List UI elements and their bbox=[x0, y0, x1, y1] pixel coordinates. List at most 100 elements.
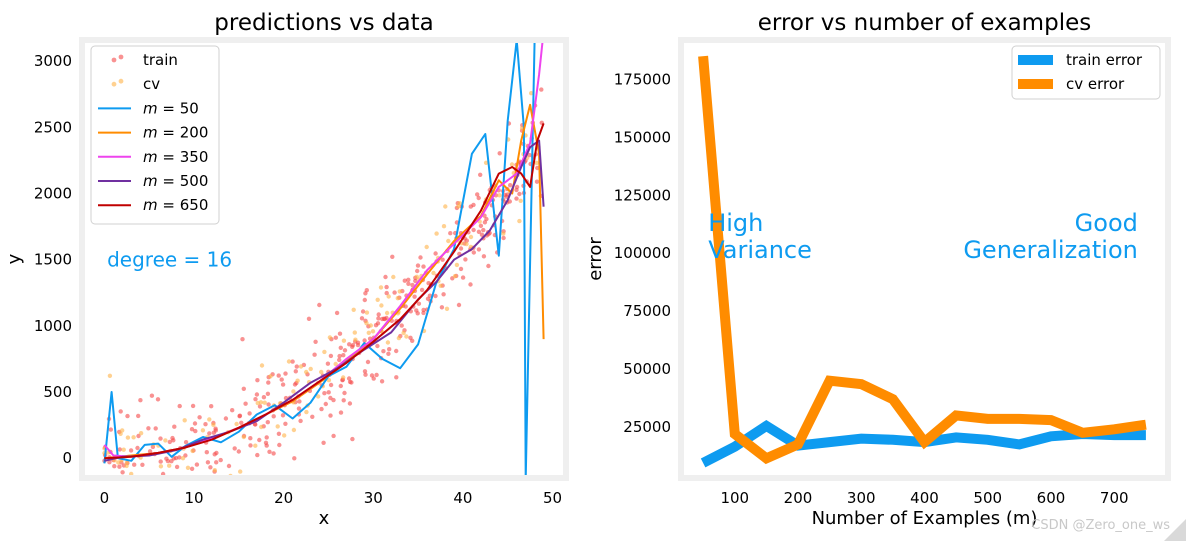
data-point-train bbox=[418, 255, 423, 260]
data-point-train bbox=[293, 369, 298, 374]
data-point-cv bbox=[255, 400, 260, 406]
data-point-cv bbox=[378, 285, 384, 290]
y-axis-label: y bbox=[4, 253, 25, 264]
data-point-train bbox=[170, 512, 174, 516]
data-point-cv bbox=[259, 363, 265, 368]
data-point-cv bbox=[341, 338, 347, 343]
data-point-train bbox=[331, 433, 336, 439]
data-point-train bbox=[160, 471, 166, 475]
data-point-train bbox=[298, 418, 303, 424]
data-point-cv bbox=[534, 160, 539, 166]
data-point-train bbox=[237, 413, 243, 418]
y-tick-label: 1500 bbox=[34, 251, 72, 269]
data-point-train bbox=[265, 391, 271, 396]
data-point-train bbox=[375, 343, 380, 349]
data-point-train bbox=[419, 287, 425, 293]
data-point-train bbox=[376, 316, 381, 321]
legend-label: m = 350 bbox=[143, 148, 208, 166]
data-point-train bbox=[328, 382, 334, 388]
data-point-cv bbox=[158, 464, 164, 469]
data-point-cv bbox=[391, 274, 396, 280]
data-point-train bbox=[226, 463, 232, 469]
y-tick-label: 500 bbox=[43, 383, 72, 401]
data-point-train bbox=[170, 435, 175, 441]
data-point-cv bbox=[366, 330, 371, 335]
data-point-train bbox=[441, 292, 446, 297]
data-point-cv bbox=[370, 329, 376, 334]
data-point-cv bbox=[319, 369, 324, 375]
series-line-cv-error bbox=[698, 55, 1147, 465]
data-point-cv bbox=[291, 427, 297, 433]
data-point-train bbox=[241, 386, 246, 391]
data-point-train bbox=[328, 395, 333, 401]
data-point-train bbox=[362, 369, 368, 374]
data-point-train bbox=[333, 335, 338, 340]
data-point-train bbox=[433, 251, 438, 256]
annotation-text: High bbox=[708, 209, 763, 237]
data-point-train bbox=[406, 281, 411, 286]
x-tick-label: 20 bbox=[274, 489, 293, 507]
data-point-train bbox=[128, 448, 134, 453]
data-point-cv bbox=[118, 431, 123, 436]
data-point-cv bbox=[212, 468, 217, 473]
data-point-train bbox=[283, 421, 288, 426]
data-point-train bbox=[189, 512, 193, 516]
data-point-cv bbox=[119, 482, 123, 486]
data-point-train bbox=[460, 275, 466, 280]
data-point-train bbox=[120, 470, 125, 475]
data-point-train bbox=[177, 455, 182, 460]
data-point-train bbox=[341, 353, 346, 358]
data-point-train bbox=[328, 353, 334, 359]
data-point-train bbox=[497, 151, 502, 156]
data-point-cv bbox=[397, 289, 402, 294]
data-point-train bbox=[406, 277, 411, 282]
data-point-cv bbox=[129, 471, 134, 475]
data-point-cv bbox=[464, 241, 469, 247]
predictions-chart: 0 10 20 30 40 50050010001500200025003000predi… bbox=[4, 10, 569, 529]
data-point-train bbox=[410, 338, 415, 343]
data-point-train bbox=[248, 443, 253, 448]
data-point-train bbox=[197, 415, 202, 420]
y-tick-label: 2000 bbox=[34, 184, 72, 202]
data-point-train bbox=[118, 409, 123, 414]
data-point-cv bbox=[238, 469, 243, 474]
data-point-train bbox=[322, 391, 327, 396]
data-point-train bbox=[362, 297, 367, 303]
data-point-train bbox=[200, 483, 204, 487]
data-point-train bbox=[365, 359, 371, 365]
data-point-cv bbox=[454, 262, 460, 268]
y-tick-label: 2500 bbox=[34, 118, 72, 136]
data-point-cv bbox=[200, 428, 206, 433]
data-point-cv bbox=[234, 421, 239, 427]
data-point-cv bbox=[404, 334, 409, 339]
data-point-cv bbox=[125, 435, 131, 440]
data-point-train bbox=[146, 426, 151, 431]
data-point-train bbox=[376, 312, 381, 317]
data-point-train bbox=[294, 364, 299, 369]
data-point-train bbox=[415, 263, 421, 268]
data-point-train bbox=[205, 460, 211, 465]
data-point-train bbox=[189, 466, 195, 471]
data-point-train bbox=[195, 482, 199, 486]
data-point-train bbox=[266, 402, 271, 407]
data-point-cv bbox=[146, 501, 150, 505]
x-tick-label: 10 bbox=[184, 489, 203, 507]
y-tick-label: 150000 bbox=[614, 128, 671, 146]
x-tick-label: 30 bbox=[364, 489, 383, 507]
data-point-train bbox=[362, 338, 367, 343]
data-point-train bbox=[379, 379, 385, 384]
annotation-text: Generalization bbox=[963, 236, 1138, 264]
data-point-train bbox=[263, 440, 269, 445]
data-point-train bbox=[257, 404, 263, 409]
data-point-train bbox=[394, 348, 399, 354]
data-point-train bbox=[117, 464, 122, 469]
x-tick-label: 0 bbox=[100, 489, 110, 507]
data-point-train bbox=[165, 458, 171, 464]
data-point-train bbox=[214, 460, 219, 465]
data-point-cv bbox=[446, 238, 451, 244]
data-point-train bbox=[310, 414, 315, 419]
data-point-cv bbox=[438, 283, 443, 288]
legend-marker bbox=[111, 57, 117, 63]
data-point-train bbox=[183, 440, 189, 445]
data-point-train bbox=[189, 427, 195, 432]
